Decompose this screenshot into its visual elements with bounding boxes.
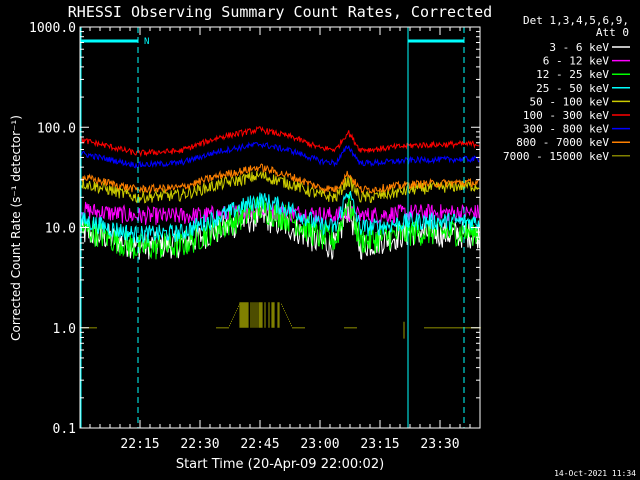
x-tick-label: 22:15 — [120, 437, 159, 452]
legend-label: 25 - 50 keV — [536, 82, 609, 95]
legend-label: 50 - 100 keV — [530, 95, 610, 108]
x-tick-label: 23:15 — [360, 437, 399, 452]
legend-header-line: Att 0 — [596, 26, 629, 39]
y-tick-label: 10.0 — [45, 222, 76, 237]
x-tick-label: 22:45 — [240, 437, 279, 452]
y-tick-label: 100.0 — [37, 121, 76, 136]
y-tick-label: 1000.0 — [29, 21, 76, 36]
series-line-800-7000 — [79, 163, 480, 195]
legend-label: 800 - 7000 keV — [516, 136, 609, 149]
axes-layer: 0.1 1.0 10.0 100.0 1000.0 22:15 22:30 22:45 23:0… — [29, 21, 481, 452]
series-line-7000-15000 — [82, 302, 481, 339]
footer-timestamp: 14-Oct-2021 11:34 — [554, 469, 636, 478]
series-line-50-100 — [79, 170, 480, 204]
series-line-25-50 — [79, 190, 480, 244]
x-tick-label: 23:30 — [420, 437, 459, 452]
y-axis-label: Corrected Count Rate (s⁻¹ detector⁻¹) — [9, 115, 23, 341]
legend-label: 7000 - 15000 keV — [503, 150, 609, 163]
legend-label: 100 - 300 keV — [523, 109, 609, 122]
x-tick-label: 23:00 — [300, 437, 339, 452]
x-tick-label: 22:30 — [180, 437, 219, 452]
legend-label: 12 - 25 keV — [536, 68, 609, 81]
series-layer — [79, 126, 481, 339]
legend-label: 300 - 800 keV — [523, 123, 609, 136]
legend-header-line: Det 1,3,4,5,6,9, — [523, 14, 629, 27]
chart-title: RHESSI Observing Summary Count Rates, Co… — [68, 3, 492, 21]
legend-label: 3 - 6 keV — [549, 41, 609, 54]
y-tick-label: 1.0 — [53, 322, 76, 337]
night-label: N — [144, 37, 149, 47]
series-line-12-25 — [79, 191, 480, 260]
legend-label: 6 - 12 keV — [543, 55, 610, 68]
series-line-100-300 — [79, 126, 480, 158]
series-line-300-800 — [79, 141, 480, 169]
x-axis-label: Start Time (20-Apr-09 22:00:02) — [176, 457, 384, 472]
y-tick-label: 0.1 — [53, 422, 76, 437]
